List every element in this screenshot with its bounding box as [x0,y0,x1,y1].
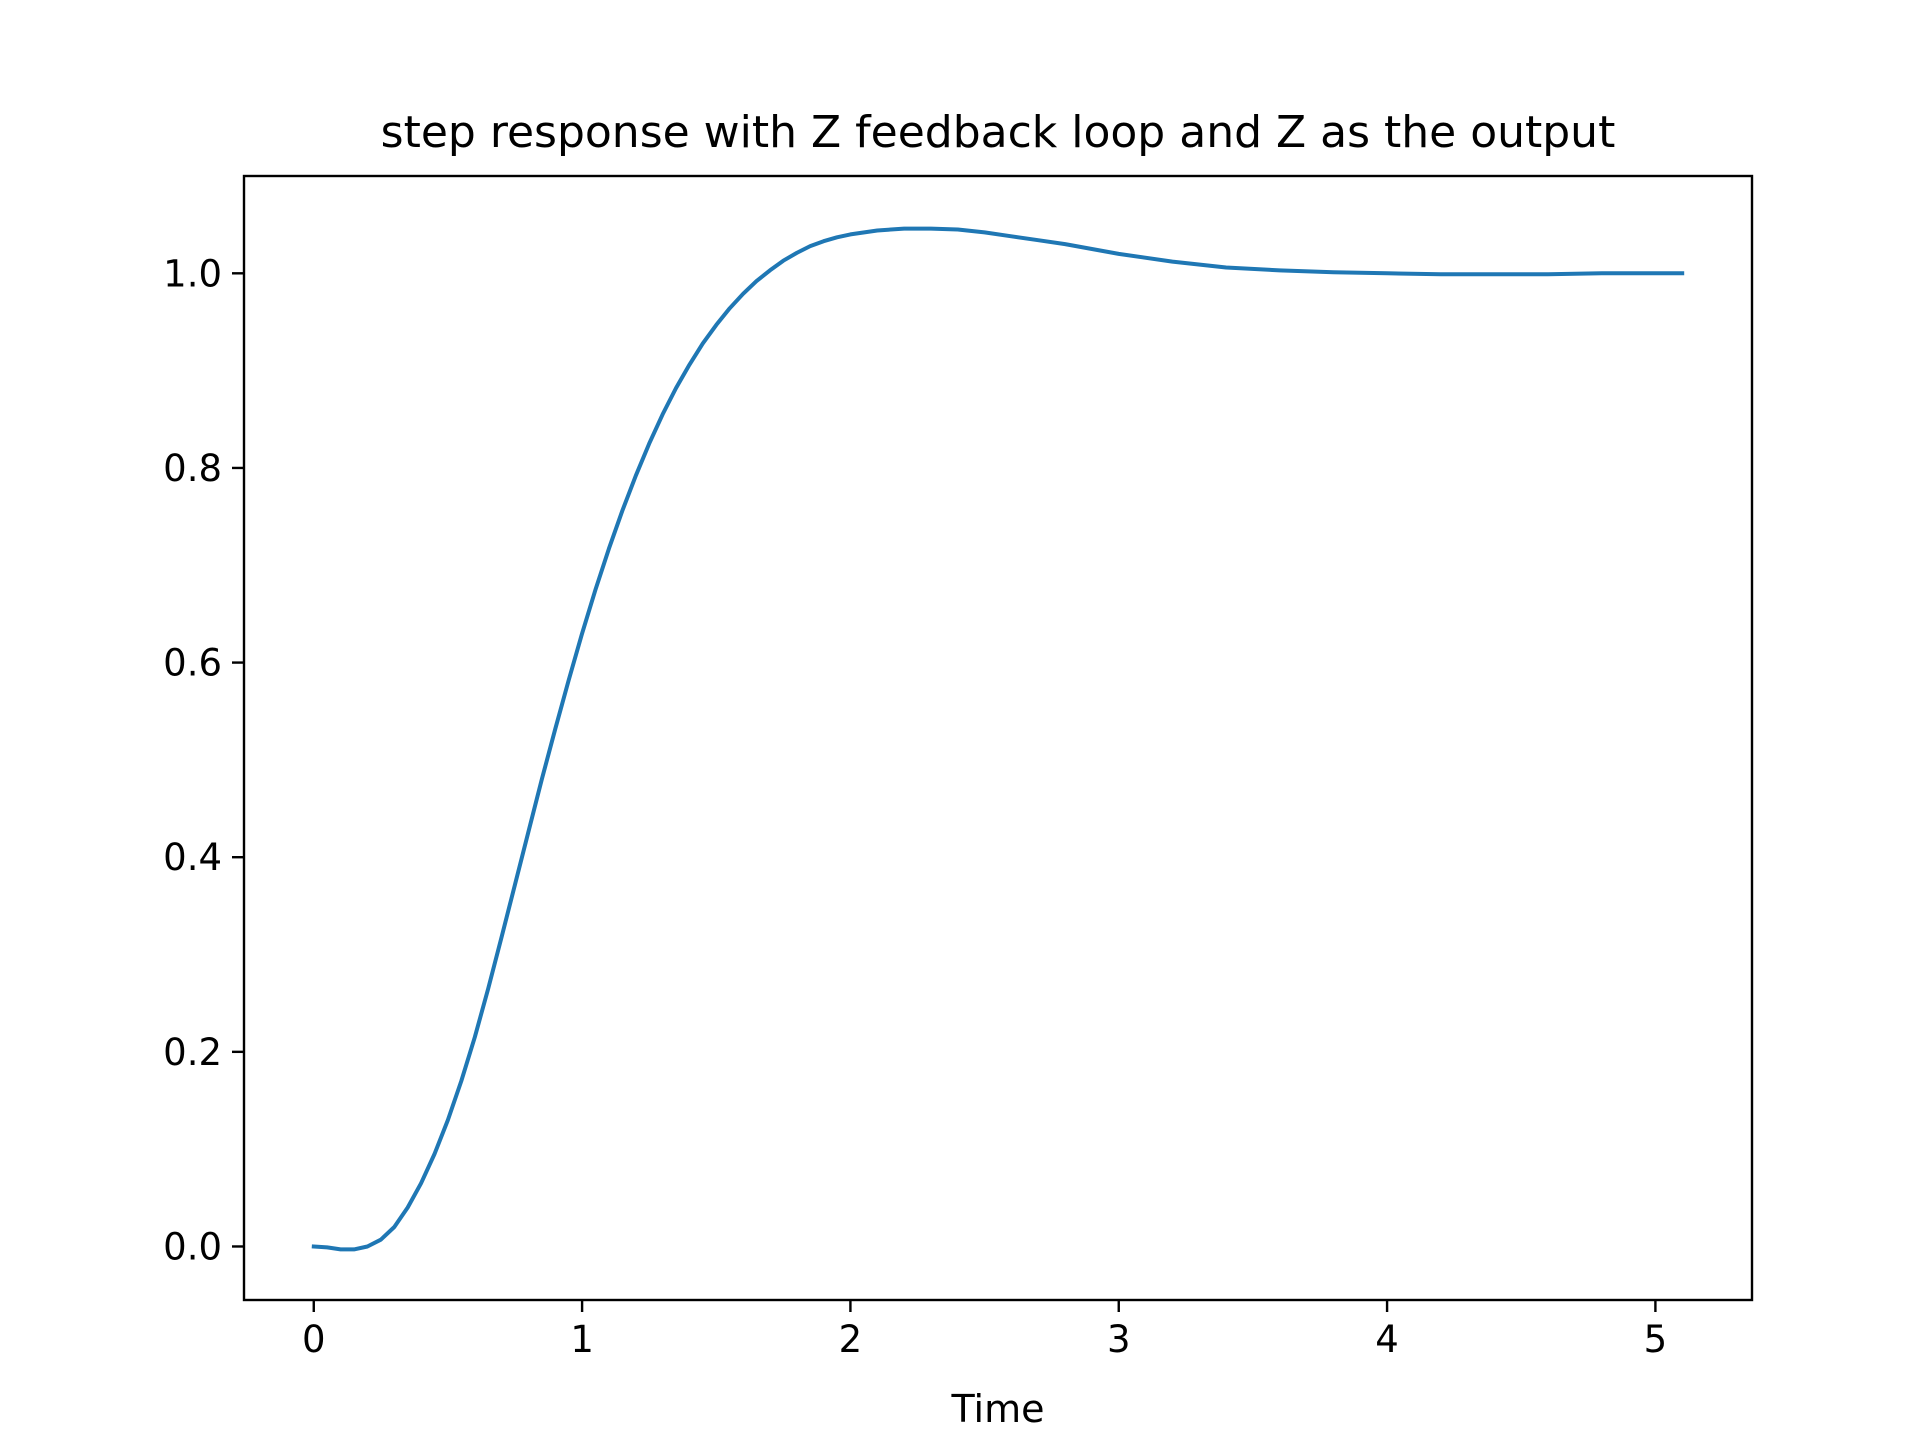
x-axis-label: Time [951,1387,1045,1431]
x-tick-label: 0 [302,1318,326,1361]
plot-layer [311,226,1685,1252]
ticks-layer: 0 1 2 3 4 5 0.0 0.2 0.4 0.6 0.8 1.0 [163,252,1667,1361]
x-tick-label: 4 [1375,1318,1399,1361]
x-tick-label: 3 [1107,1318,1131,1361]
y-tick-label: 0.2 [163,1031,222,1074]
x-tick-label: 5 [1644,1318,1668,1361]
y-tick-label: 0.6 [163,642,222,685]
y-tick-label: 0.4 [163,836,222,879]
step-response-line [311,226,1685,1252]
y-tick-label: 0.8 [163,447,222,490]
chart-title: step response with Z feedback loop and Z… [381,107,1616,158]
x-tick-label: 2 [839,1318,863,1361]
x-tick-label: 1 [570,1318,594,1361]
y-tick-label: 0.0 [163,1225,222,1268]
y-tick-label: 1.0 [163,252,222,295]
plot-frame [242,174,1754,1302]
